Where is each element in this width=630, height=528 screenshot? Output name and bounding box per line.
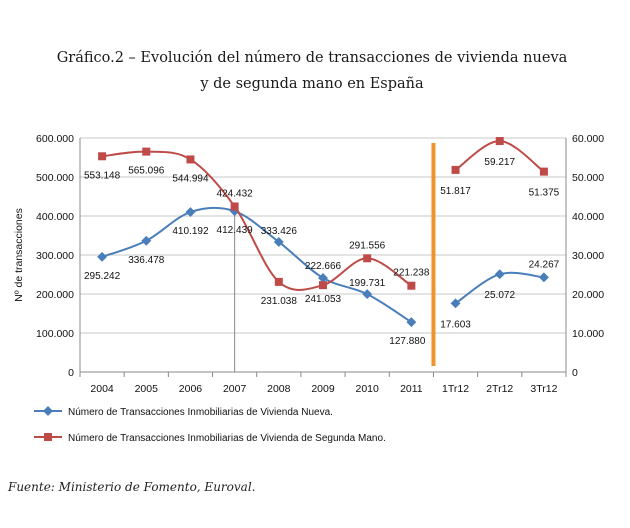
y-right-tick-label: 30.000 xyxy=(572,250,604,262)
x-tick-label: 2004 xyxy=(90,383,114,395)
data-point-used xyxy=(274,277,283,286)
data-label-used: 51.375 xyxy=(529,188,560,199)
data-point-used xyxy=(142,147,151,156)
data-point-used xyxy=(98,152,107,161)
y-left-tick-label: 100.000 xyxy=(36,328,74,340)
y-right-tick-label: 10.000 xyxy=(572,328,604,340)
data-label-new: 336.478 xyxy=(128,255,165,266)
chart-title-line-1: Gráfico.2 – Evolución del número de tran… xyxy=(57,50,568,66)
x-tick-label: 2007 xyxy=(223,383,247,395)
data-point-used xyxy=(230,202,239,211)
y-right-tick-label: 0 xyxy=(572,367,578,379)
data-label-used: 51.817 xyxy=(440,186,471,197)
y-left-tick-label: 200.000 xyxy=(36,289,74,301)
data-label-used: 553.148 xyxy=(84,170,121,181)
data-point-new xyxy=(450,298,461,309)
data-point-used xyxy=(407,281,416,290)
series-line-used-annual xyxy=(101,150,412,291)
data-label-new: 24.267 xyxy=(529,259,560,270)
y-right-tick-label: 60.000 xyxy=(572,133,604,145)
data-label-new: 410.192 xyxy=(172,226,209,237)
data-label-new: 17.603 xyxy=(440,319,471,330)
data-label-used: 291.556 xyxy=(349,240,386,251)
data-point-used xyxy=(319,281,327,290)
legend-label-used: Número de Transacciones Inmobiliarias de… xyxy=(68,433,386,444)
x-tick-label: 2005 xyxy=(135,383,159,395)
tick-labels: 0 0 100.000 10.000 200.000 20.000 300.000 30.00… xyxy=(36,133,604,395)
data-point-used xyxy=(186,155,195,164)
y-right-tick-label: 40.000 xyxy=(572,211,604,223)
data-point-new xyxy=(318,273,328,283)
legend-label-new: Número de Transacciones Inmobiliarias de… xyxy=(68,407,333,418)
x-tick-label: 1Tr12 xyxy=(442,383,469,395)
data-point-used xyxy=(451,165,460,174)
data-point-used xyxy=(363,254,372,263)
data-label-used: 221.238 xyxy=(393,268,430,279)
x-tick-label: 2008 xyxy=(267,383,291,395)
data-point-used xyxy=(539,167,548,176)
y-left-tick-label: 600.000 xyxy=(36,133,74,145)
series-group xyxy=(97,137,549,328)
data-label-new: 333.426 xyxy=(261,226,298,237)
data-label-used: 544.994 xyxy=(172,173,209,184)
x-tick-label: 2010 xyxy=(356,383,380,395)
data-point-new xyxy=(185,207,196,217)
data-label-used: 59.217 xyxy=(484,157,515,168)
x-tick-label: 2009 xyxy=(311,383,335,395)
y-left-tick-label: 400.000 xyxy=(36,211,74,223)
gridlines xyxy=(80,137,566,373)
y-left-tick-label: 300.000 xyxy=(36,250,74,262)
chart-title-line-2: y de segunda mano en España xyxy=(199,76,424,92)
legend-marker-new xyxy=(43,406,53,416)
data-label-new: 241.053 xyxy=(305,294,342,305)
data-label-new: 127.880 xyxy=(389,336,426,347)
x-tick-label: 2Tr12 xyxy=(486,383,513,395)
x-tick-label: 3Tr12 xyxy=(530,383,557,395)
x-tick-label: 2006 xyxy=(179,383,203,395)
data-label-new: 25.072 xyxy=(484,290,515,301)
y-left-tick-label: 0 xyxy=(68,367,74,379)
source-note: Fuente: Ministerio de Fomento, Euroval. xyxy=(7,480,255,494)
legend: Número de Transacciones Inmobiliarias de… xyxy=(34,406,386,444)
data-label-used: 424.432 xyxy=(217,188,254,199)
y-left-tick-label: 500.000 xyxy=(36,172,74,184)
data-point-used xyxy=(495,137,504,146)
data-point-new xyxy=(97,251,108,262)
data-label-used: 231.038 xyxy=(261,296,298,307)
y-right-tick-label: 50.000 xyxy=(572,172,604,184)
data-label-new: 199.731 xyxy=(349,278,386,289)
data-point-new xyxy=(362,289,373,300)
data-label-used: 222.666 xyxy=(305,261,342,272)
legend-marker-used xyxy=(44,433,52,441)
data-label-new: 412.439 xyxy=(217,225,254,236)
series-line-new-annual xyxy=(101,206,412,323)
data-labels: 295.242 336.478 410.192 412.439 333.426 241.0… xyxy=(84,157,560,347)
data-label-new: 295.242 xyxy=(84,271,121,282)
x-tick-label: 2011 xyxy=(400,383,423,395)
data-point-new xyxy=(494,269,505,280)
data-label-used: 565.096 xyxy=(128,166,165,177)
y-right-tick-label: 20.000 xyxy=(572,289,604,301)
data-point-new xyxy=(406,317,417,328)
y-axis-title: Nº de transacciones xyxy=(13,208,25,302)
axes xyxy=(79,138,567,377)
data-point-new xyxy=(538,272,549,283)
data-point-new xyxy=(273,237,284,247)
data-point-new xyxy=(141,235,152,246)
